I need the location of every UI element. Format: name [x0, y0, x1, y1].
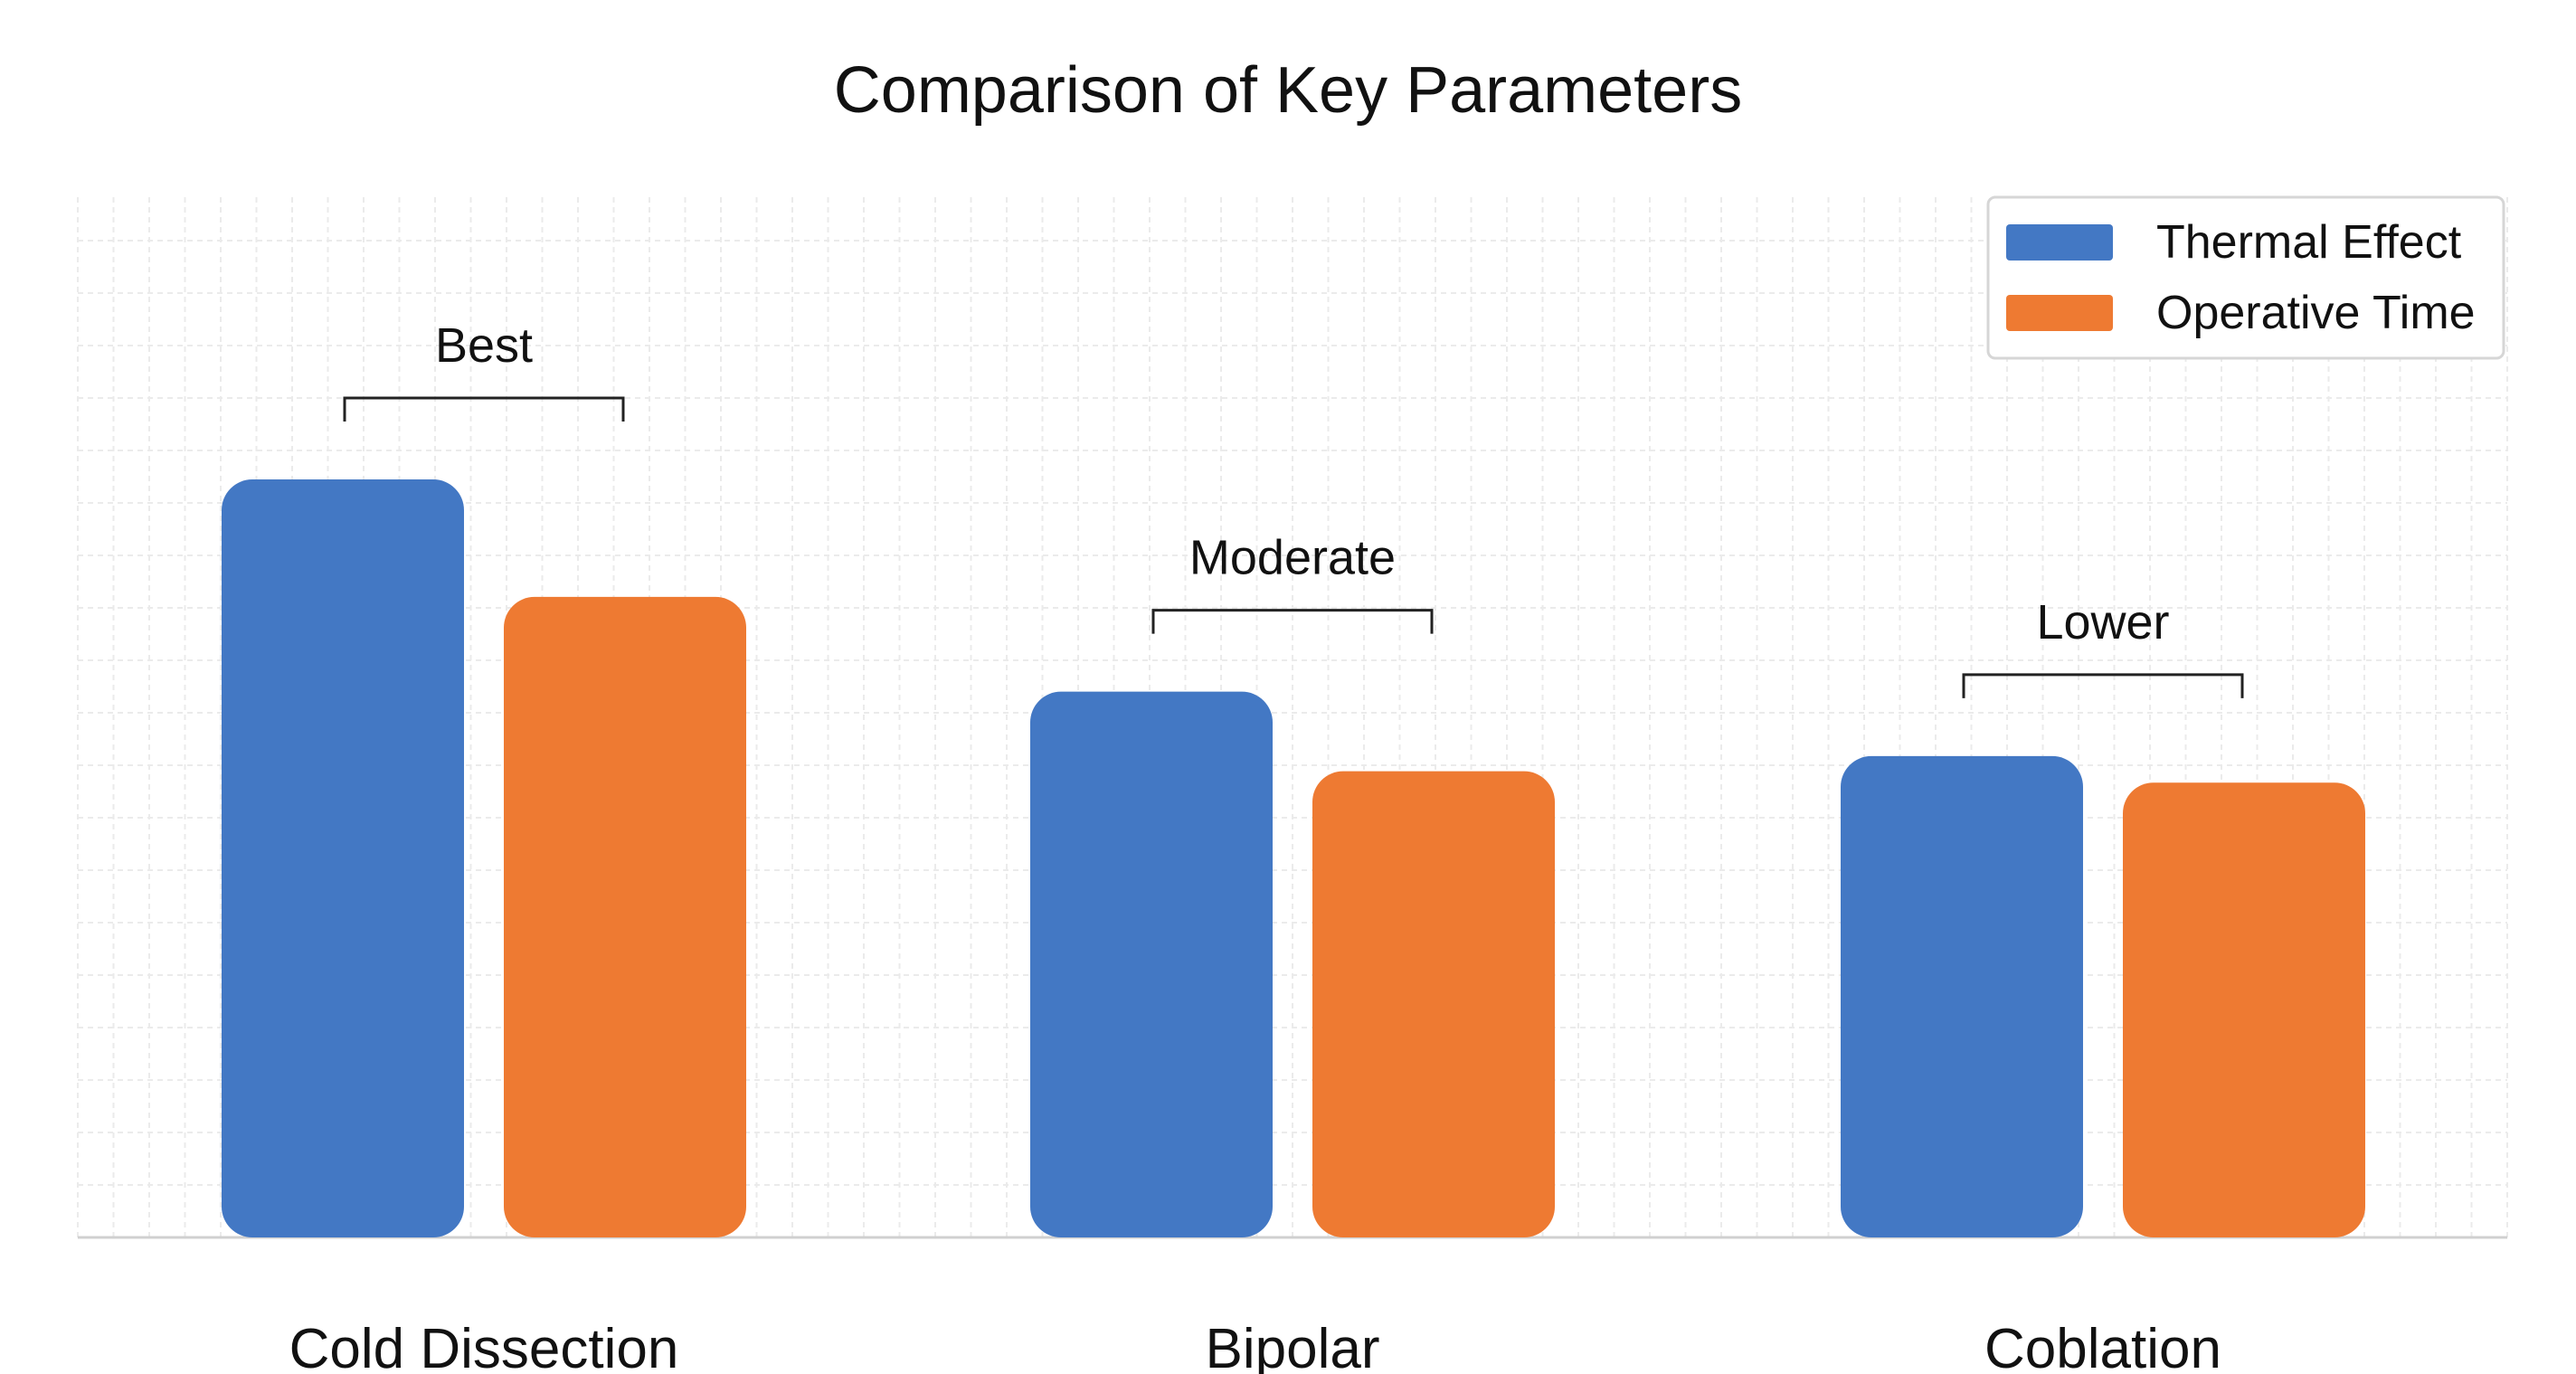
bar-operative-time-coblation [2123, 782, 2365, 1237]
legend-label: Operative Time [2156, 287, 2476, 339]
bar-operative-time-bipolar [1312, 771, 1555, 1237]
annotation-label: Best [435, 318, 533, 373]
legend: Thermal Effect Operative Time [1986, 195, 2505, 360]
annotation-bracket [1151, 609, 1434, 634]
legend-swatch [2006, 224, 2113, 261]
category-label: Coblation [1984, 1318, 2221, 1374]
annotations: Best Moderate Lower [343, 318, 2244, 698]
annotation-bracket [1962, 673, 2244, 698]
annotation-label: Moderate [1189, 531, 1396, 585]
legend-label: Thermal Effect [2156, 216, 2462, 269]
category-labels: Cold Dissection Bipolar Coblation [289, 1318, 2221, 1374]
bars [222, 479, 2365, 1237]
legend-box [1986, 195, 2505, 360]
category-label: Bipolar [1206, 1318, 1380, 1374]
annotation-label: Lower [2036, 595, 2169, 649]
bar-thermal-effect-cold-dissection [222, 479, 464, 1237]
legend-swatch [2006, 295, 2113, 331]
bar-thermal-effect-coblation [1841, 755, 2083, 1237]
category-label: Cold Dissection [289, 1318, 679, 1374]
bar-operative-time-cold-dissection [504, 596, 746, 1237]
chart-title: Comparison of Key Parameters [834, 54, 1742, 127]
annotation-bracket [343, 396, 625, 422]
bar-thermal-effect-bipolar [1030, 691, 1273, 1237]
